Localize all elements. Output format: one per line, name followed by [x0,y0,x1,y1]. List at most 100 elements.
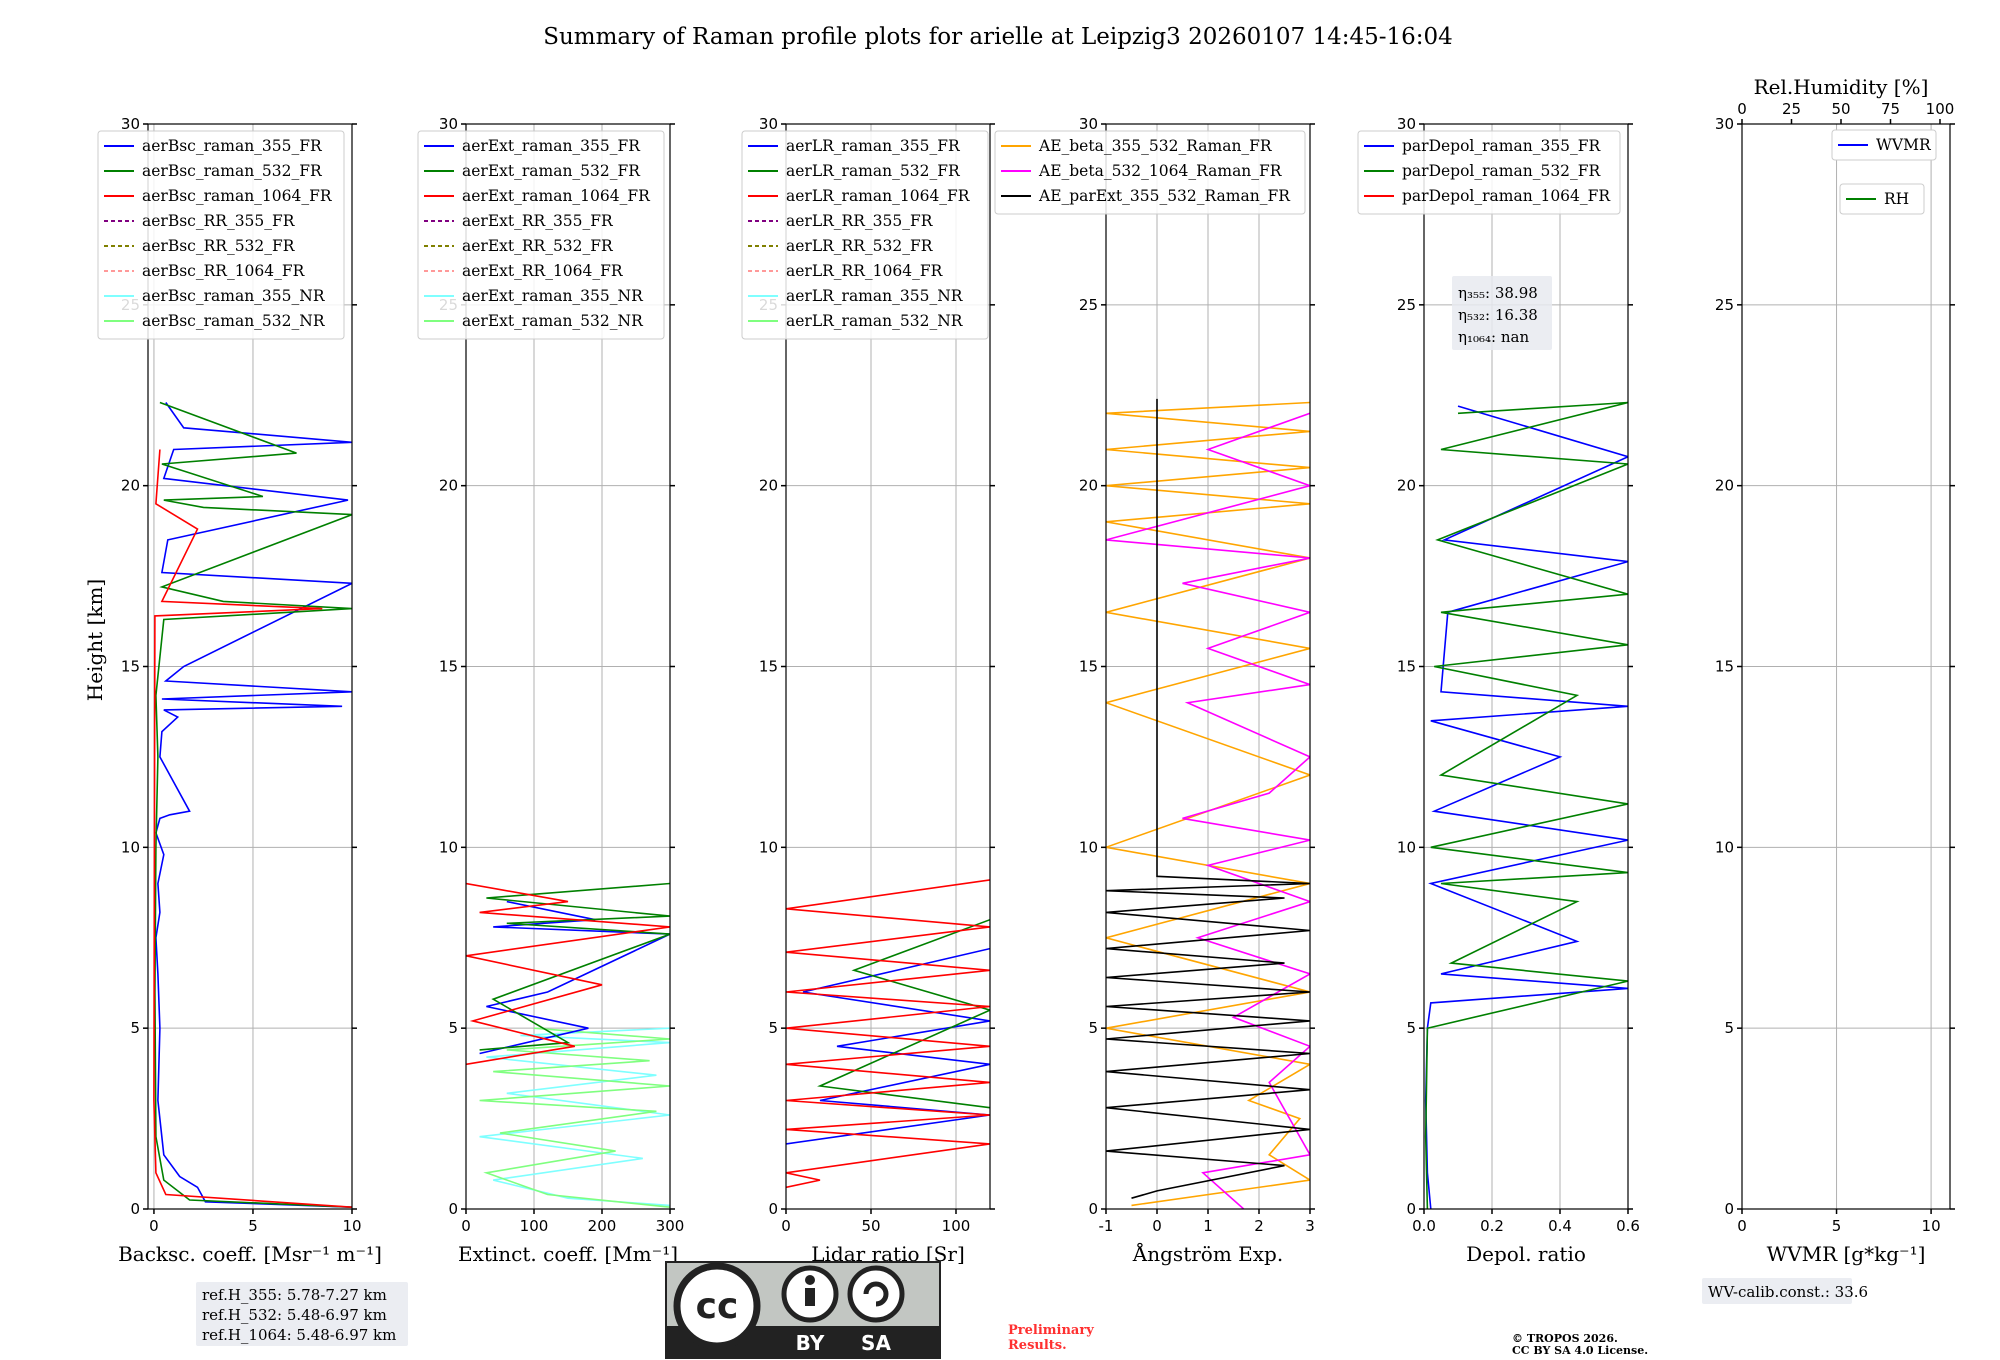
series-line-aerLR_raman_1064_FR [786,879,990,1189]
y-tick-label: 5 [768,1019,778,1037]
y-tick-label: 0 [768,1200,778,1218]
y-tick-label: 10 [759,838,778,856]
top-tick-label: 50 [1831,100,1850,118]
legend-label: AE_parExt_355_532_Raman_FR [1038,187,1291,205]
panel-lidar_ratio: 051015202530050100Lidar ratio [Sr]aerLR_… [741,115,995,1266]
x-tick-label: 200 [588,1217,617,1235]
legend-box [741,130,989,340]
series-line-aerLR_raman_355_FR [786,947,990,1145]
x-tick-label: 0 [149,1217,159,1235]
x-tick-label: 0.2 [1480,1217,1504,1235]
by-person-body [805,1288,815,1306]
legend-label: aerBsc_raman_532_FR [142,162,323,180]
ref-heights-background [196,1282,408,1346]
sa-text: SA [861,1331,891,1355]
y-tick-label: 20 [121,477,140,495]
legend-label: aerLR_raman_355_FR [786,137,961,155]
series-line-aerBsc_raman_532_FR [154,401,352,1208]
legend-label: aerBsc_RR_1064_FR [142,262,306,280]
y-tick-label: 0 [448,1200,458,1218]
legend-label: AE_beta_355_532_Raman_FR [1038,137,1273,155]
y-tick-label: 20 [439,477,458,495]
by-text: BY [796,1331,825,1355]
x-tick-label: 10 [342,1217,361,1235]
sa-share-icon [847,1265,905,1323]
y-tick-label: 5 [1406,1019,1416,1037]
legend-label: aerBsc_raman_355_NR [142,287,326,305]
series-line-aerBsc_raman_355_FR [155,402,352,1208]
y-tick-label: 0 [1406,1200,1416,1218]
top-tick-label: 0 [1737,100,1747,118]
top-axis-label: Rel.Humidity [%] [1754,75,1929,99]
legend-label: aerExt_RR_532_FR [462,237,614,255]
y-tick-label: 5 [1088,1019,1098,1037]
y-tick-label: 20 [1715,477,1734,495]
y-tick-label: 25 [1079,296,1098,314]
preliminary-line-2: Results. [1008,1338,1067,1353]
x-tick-label: 0 [1737,1217,1747,1235]
panel-extinction: 0510152025300100200300Extinct. coeff. [M… [417,115,684,1266]
series-line-aerExt_raman_1064_FR [466,882,670,1066]
depol-annotation-line: η₅₃₂: 16.38 [1458,306,1538,324]
y-tick-label: 0 [1724,1200,1734,1218]
cc-text: cc [696,1286,739,1327]
legend-label: aerBsc_RR_532_FR [142,237,296,255]
y-tick-label: 5 [448,1019,458,1037]
x-tick-label: 100 [520,1217,549,1235]
x-tick-label: 10 [1922,1217,1941,1235]
legend-box [417,130,665,340]
legend-label: aerLR_RR_355_FR [786,212,934,230]
legend-box [1839,183,1925,215]
y-tick-label: 5 [1724,1019,1734,1037]
series-line-AE_parExt_355_532_Raman_FR [1106,398,1310,1199]
wv-calib-background [1702,1278,1852,1304]
legend-label: parDepol_raman_355_FR [1402,137,1602,155]
x-tick-label: 5 [1832,1217,1842,1235]
x-tick-label: 0 [1152,1217,1162,1235]
copyright-line-1: © TROPOS 2026. [1512,1332,1618,1345]
series-line-parDepol_raman_532_FR [1424,401,1628,1209]
legend-box [97,130,345,340]
x-tick-label: 0 [781,1217,791,1235]
y-tick-label: 20 [759,477,778,495]
ref-height-1064: ref.H_1064: 5.48-6.97 km [202,1326,396,1344]
y-tick-label: 15 [1397,658,1416,676]
panel-backscatter: 0510152025300510Backsc. coeff. [Msr⁻¹ m⁻… [97,115,382,1266]
x-tick-label: 100 [942,1217,971,1235]
legend-box [994,130,1306,215]
y-tick-label: 20 [1079,477,1098,495]
legend-label: aerBsc_RR_355_FR [142,212,296,230]
x-tick-label: 0.6 [1616,1217,1640,1235]
top-tick-label: 100 [1926,100,1955,118]
x-axis-label-backscatter: Backsc. coeff. [Msr⁻¹ m⁻¹] [118,1242,382,1266]
y-tick-label: 0 [130,1200,140,1218]
wv-calib-text: WV-calib.const.: 33.6 [1708,1283,1868,1301]
y-tick-label: 15 [121,658,140,676]
depol-annotation-line: η₃₅₅: 38.98 [1458,284,1538,302]
y-tick-label: 30 [1715,115,1734,133]
series-line-parDepol_raman_355_FR [1424,405,1628,1209]
legend-box [1831,129,1937,161]
preliminary-line-1: Preliminary [1008,1323,1094,1338]
y-tick-label: 15 [759,658,778,676]
x-tick-label: 2 [1254,1217,1264,1235]
x-tick-label: 0.0 [1412,1217,1436,1235]
legend-label: aerExt_RR_1064_FR [462,262,624,280]
y-tick-label: 30 [1397,115,1416,133]
legend-label: aerBsc_raman_532_NR [142,312,326,330]
sa-arrow-icon [863,1281,889,1307]
y-tick-label: 15 [1079,658,1098,676]
legend-label: aerExt_raman_532_NR [462,312,644,330]
legend-label: aerExt_raman_1064_FR [462,187,651,205]
copyright-line-2: CC BY SA 4.0 License. [1512,1344,1648,1357]
y-tick-label: 25 [1397,296,1416,314]
top-tick-label: 25 [1782,100,1801,118]
legend-label: aerLR_RR_1064_FR [786,262,944,280]
legend-label: parDepol_raman_532_FR [1402,162,1602,180]
panel-depol: 0 5 10 15 20 25 30 0.0 0.2 0.4 0.6 Depol. ratio parD… [1357,115,1640,1266]
series-line-aerExt_raman_532_NR [479,1027,670,1208]
x-tick-label: 50 [861,1217,880,1235]
depol-annotation-box [1452,276,1552,350]
y-tick-label: 5 [130,1019,140,1037]
